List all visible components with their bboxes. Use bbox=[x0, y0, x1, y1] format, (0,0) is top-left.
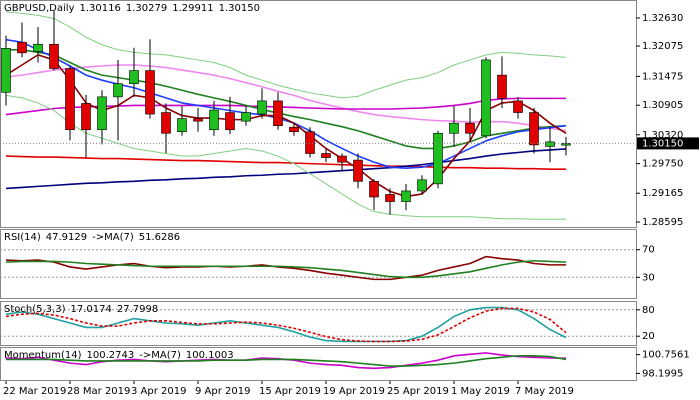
panel-title: RSI(14) bbox=[4, 232, 41, 243]
panel-header: GBPUSD,Daily 1.30116 1.30279 1.29911 1.30150 bbox=[4, 3, 260, 14]
indicator-line bbox=[6, 49, 567, 150]
candle-body bbox=[1, 48, 11, 93]
panel-readout: 17.0174 bbox=[70, 304, 111, 315]
candle-body bbox=[321, 153, 331, 158]
x-tick-label: 3 Apr 2019 bbox=[131, 386, 186, 397]
y-tick-label: 1.30905 bbox=[642, 100, 683, 111]
indicator-line bbox=[5, 259, 567, 279]
x-tick-label: 15 Apr 2019 bbox=[259, 386, 321, 397]
candle-body bbox=[129, 70, 139, 85]
y-tick-label: 100.7561 bbox=[642, 350, 690, 361]
panel-readout: 51.6286 bbox=[139, 232, 180, 243]
candle-body bbox=[353, 159, 363, 182]
indicator-line bbox=[5, 155, 566, 170]
panel-readout: 47.9129 bbox=[46, 232, 87, 243]
candle-body bbox=[65, 68, 75, 131]
y-tick-label: 20 bbox=[642, 331, 655, 342]
x-tick-label: 7 May 2019 bbox=[515, 386, 574, 397]
y-tick-label: 1.30320 bbox=[642, 130, 683, 141]
candle-body bbox=[481, 59, 491, 137]
y-tick-label: 1.29750 bbox=[642, 159, 683, 170]
x-tick-label: 9 Apr 2019 bbox=[195, 386, 250, 397]
candle-body bbox=[433, 132, 443, 185]
y-tick-label: 30 bbox=[642, 272, 655, 283]
panel-header: Momentum(14) 100.2743 ->MA(7) 100.1003 bbox=[4, 350, 234, 361]
panel-readout: 1.30150 bbox=[219, 3, 260, 14]
candle-body bbox=[529, 112, 539, 146]
indicator-line bbox=[5, 38, 567, 169]
panel-readout: ->MA(7) bbox=[92, 232, 134, 243]
indicator-line bbox=[5, 64, 567, 132]
candle-body bbox=[161, 112, 171, 134]
panel-title: Momentum(14) bbox=[4, 350, 82, 361]
candle-body bbox=[497, 74, 507, 99]
panel-title: Stoch(5,3,3) bbox=[4, 304, 66, 315]
candle-body bbox=[545, 141, 555, 147]
indicator-line bbox=[5, 94, 566, 220]
candle-body bbox=[49, 43, 59, 69]
candle-body bbox=[417, 179, 427, 192]
panel-readout: 27.7998 bbox=[117, 304, 158, 315]
candle-body bbox=[369, 181, 379, 198]
candle-body bbox=[209, 109, 219, 131]
candle-body bbox=[97, 96, 107, 131]
candle-body bbox=[193, 118, 203, 122]
panel-header: RSI(14) 47.9129 ->MA(7) 51.6286 bbox=[4, 232, 180, 243]
candle-body bbox=[113, 83, 123, 98]
candle-body bbox=[401, 190, 411, 202]
x-tick-label: 1 May 2019 bbox=[451, 386, 510, 397]
x-tick-label: 19 Apr 2019 bbox=[323, 386, 385, 397]
y-tick-label: 1.32075 bbox=[642, 41, 683, 52]
indicator-line bbox=[6, 355, 567, 367]
candle-body bbox=[465, 122, 475, 134]
candle-body bbox=[513, 100, 523, 113]
indicator-line bbox=[5, 307, 567, 343]
last-price-box bbox=[637, 137, 699, 150]
y-tick-label: 1.32630 bbox=[642, 13, 683, 24]
candle-body bbox=[305, 131, 315, 154]
panel-readout: 1.30116 bbox=[80, 3, 121, 14]
candle-body bbox=[257, 100, 267, 115]
x-tick-label: 28 Mar 2019 bbox=[67, 386, 130, 397]
panel-header: Stoch(5,3,3) 17.0174 27.7998 bbox=[4, 304, 158, 315]
y-tick-label: 1.31475 bbox=[642, 71, 683, 82]
panel-readout: 1.30279 bbox=[126, 3, 167, 14]
panel-readout: 100.2743 bbox=[87, 350, 135, 361]
candle-body bbox=[177, 118, 187, 133]
candle-body bbox=[289, 126, 299, 133]
panel-readout: ->MA(7) bbox=[139, 350, 181, 361]
candle-body bbox=[241, 112, 251, 122]
panel-readout: 100.1003 bbox=[186, 350, 234, 361]
panel-readout: 1.29911 bbox=[172, 3, 213, 14]
y-tick-label: 1.28595 bbox=[642, 217, 683, 228]
x-tick-label: 22 Mar 2019 bbox=[3, 386, 66, 397]
y-tick-label: 80 bbox=[642, 305, 655, 316]
candle-body bbox=[385, 194, 395, 202]
panel-title: GBPUSD,Daily bbox=[4, 3, 75, 14]
candle-body bbox=[17, 41, 27, 54]
indicator-line bbox=[5, 306, 567, 343]
x-tick-label: 25 Apr 2019 bbox=[387, 386, 449, 397]
indicator-line bbox=[5, 11, 567, 99]
y-tick-label: 98.1995 bbox=[642, 368, 683, 379]
candle-body bbox=[273, 100, 283, 126]
candle-body bbox=[81, 103, 91, 131]
indicator-line bbox=[5, 255, 566, 281]
candle-body bbox=[561, 143, 571, 146]
y-tick-label: 70 bbox=[642, 245, 655, 256]
candle-body bbox=[449, 122, 459, 134]
candle-body bbox=[33, 43, 43, 52]
y-tick-label: 1.29165 bbox=[642, 188, 683, 199]
candle-body bbox=[145, 70, 155, 115]
candle-body bbox=[337, 155, 347, 163]
indicator-line bbox=[5, 148, 567, 190]
last-price-label: 1.30150 bbox=[642, 138, 683, 149]
candle-body bbox=[225, 112, 235, 131]
